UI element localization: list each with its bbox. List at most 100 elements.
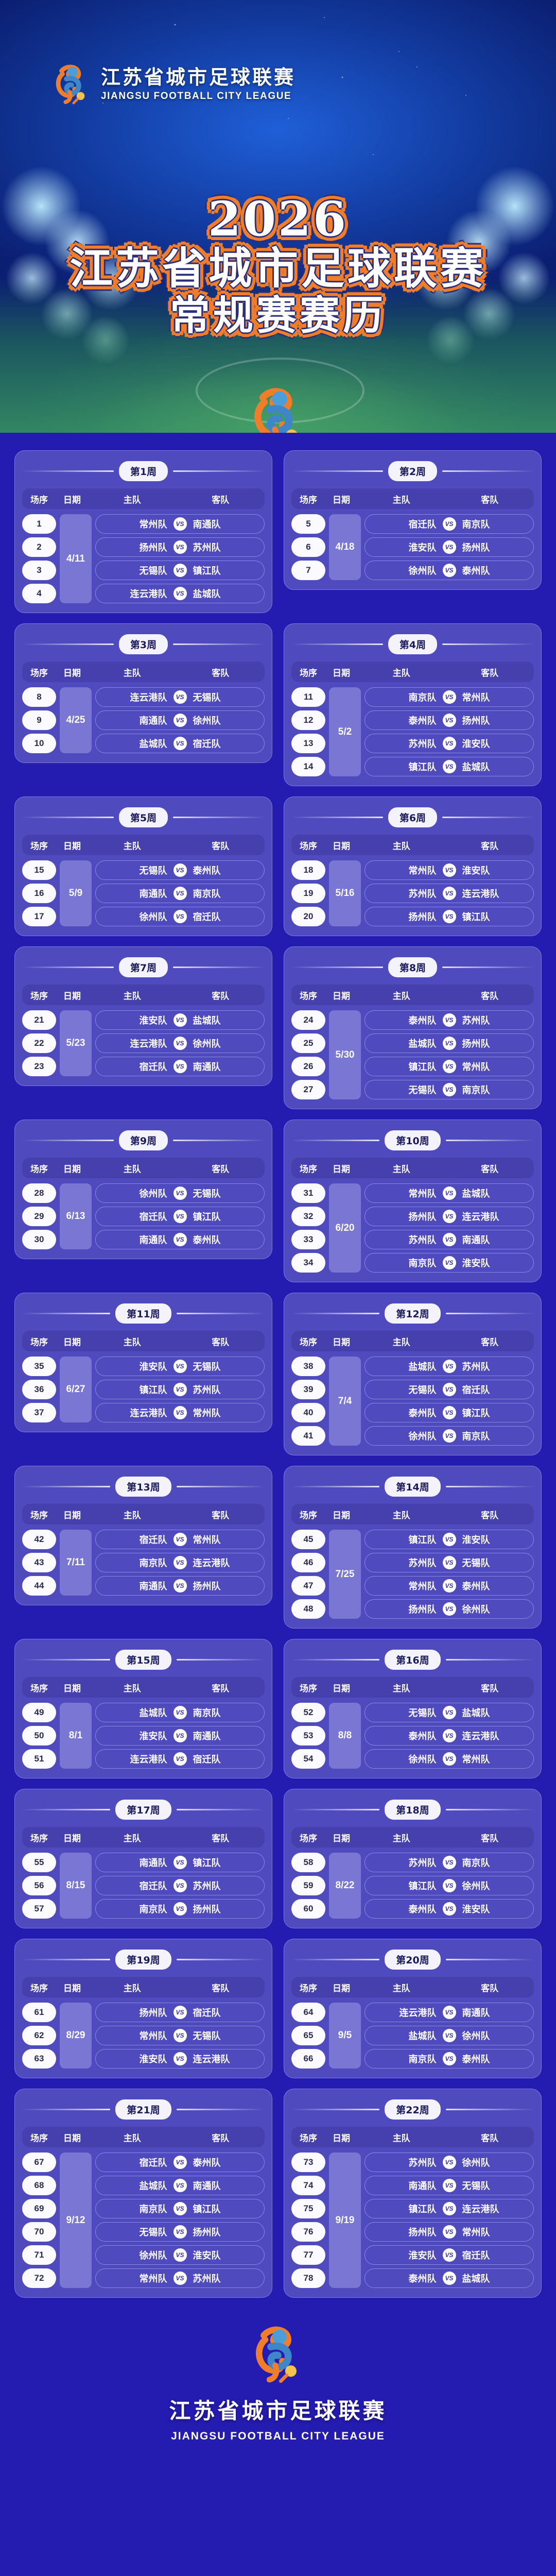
match-row[interactable]: 无锡队 VS 宿迁队 — [364, 1380, 534, 1399]
week-divider-right — [173, 643, 265, 645]
table-body: 15 16 17 5/9 无锡队 VS 泰州队 南通队 VS 南京队 徐州队 VS 宿迁队 — [22, 860, 265, 926]
match-row[interactable]: 苏州队 VS 无锡队 — [364, 1553, 534, 1572]
match-row[interactable]: 镇江队 VS 盐城队 — [364, 757, 534, 776]
match-row[interactable]: 泰州队 VS 扬州队 — [364, 710, 534, 730]
match-row[interactable]: 苏州队 VS 淮安队 — [364, 734, 534, 753]
match-row[interactable]: 淮安队 VS 无锡队 — [95, 1357, 265, 1376]
match-row[interactable]: 南通队 VS 镇江队 — [95, 1853, 265, 1872]
match-row[interactable]: 连云港队 VS 盐城队 — [95, 584, 265, 603]
column-header-teams: 主队 客队 — [357, 1508, 534, 1521]
match-row[interactable]: 南京队 VS 镇江队 — [95, 2199, 265, 2218]
match-row[interactable]: 扬州队 VS 镇江队 — [364, 907, 534, 926]
match-row[interactable]: 淮安队 VS 南通队 — [95, 1726, 265, 1745]
match-row[interactable]: 南京队 VS 泰州队 — [364, 2049, 534, 2069]
home-team-label: 宿迁队 — [408, 519, 437, 530]
match-row[interactable]: 南京队 VS 扬州队 — [95, 1899, 265, 1919]
match-row[interactable]: 南通队 VS 无锡队 — [364, 2176, 534, 2195]
match-row[interactable]: 无锡队 VS 盐城队 — [364, 1703, 534, 1722]
match-row[interactable]: 连云港队 VS 无锡队 — [95, 687, 265, 707]
match-row[interactable]: 镇江队 VS 连云港队 — [364, 2199, 534, 2218]
match-row[interactable]: 南通队 VS 泰州队 — [95, 1230, 265, 1249]
table-body: 45 46 47 48 7/25 镇江队 VS 淮安队 苏州队 VS 无锡队 常州队 VS 泰州队 扬州队 V… — [291, 1530, 534, 1619]
match-row[interactable]: 徐州队 VS 宿迁队 — [95, 907, 265, 926]
match-row[interactable]: 淮安队 VS 宿迁队 — [364, 2245, 534, 2265]
match-row[interactable]: 常州队 VS 无锡队 — [95, 2026, 265, 2045]
match-row[interactable]: 常州队 VS 盐城队 — [364, 1183, 534, 1203]
column-header-date: 日期 — [63, 668, 81, 679]
match-row[interactable]: 镇江队 VS 常州队 — [364, 1057, 534, 1076]
week-divider-right — [445, 1313, 534, 1314]
match-row[interactable]: 泰州队 VS 盐城队 — [364, 2268, 534, 2288]
match-row[interactable]: 盐城队 VS 宿迁队 — [95, 734, 265, 753]
match-row[interactable]: 宿迁队 VS 南通队 — [95, 1057, 265, 1076]
match-row[interactable]: 苏州队 VS 连云港队 — [364, 884, 534, 903]
match-row[interactable]: 徐州队 VS 常州队 — [364, 1749, 534, 1769]
column-header-date: 日期 — [63, 1983, 81, 1994]
match-row[interactable]: 徐州队 VS 淮安队 — [95, 2245, 265, 2265]
match-row[interactable]: 无锡队 VS 镇江队 — [95, 561, 265, 580]
match-row[interactable]: 扬州队 VS 苏州队 — [95, 537, 265, 557]
away-team-label: 南京队 — [193, 889, 221, 900]
match-row[interactable]: 盐城队 VS 徐州队 — [364, 2026, 534, 2045]
match-row[interactable]: 宿迁队 VS 泰州队 — [95, 2153, 265, 2172]
match-row[interactable]: 无锡队 VS 泰州队 — [95, 860, 265, 880]
match-row[interactable]: 扬州队 VS 常州队 — [364, 2222, 534, 2242]
match-row[interactable]: 常州队 VS 苏州队 — [95, 2268, 265, 2288]
column-header-date: 日期 — [333, 1983, 350, 1994]
match-row[interactable]: 扬州队 VS 徐州队 — [364, 1599, 534, 1619]
match-row[interactable]: 淮安队 VS 盐城队 — [95, 1010, 265, 1030]
match-row[interactable]: 苏州队 VS 南京队 — [364, 1853, 534, 1872]
match-row[interactable]: 南通队 VS 徐州队 — [95, 710, 265, 730]
match-row[interactable]: 南京队 VS 常州队 — [364, 687, 534, 707]
column-header-teams: 主队 客队 — [88, 493, 265, 505]
match-row[interactable]: 宿迁队 VS 南京队 — [364, 514, 534, 534]
match-row[interactable]: 泰州队 VS 苏州队 — [364, 1010, 534, 1030]
match-row[interactable]: 常州队 VS 淮安队 — [364, 860, 534, 880]
match-row[interactable]: 淮安队 VS 扬州队 — [364, 537, 534, 557]
column-header-away: 客队 — [212, 2133, 230, 2144]
match-row[interactable]: 镇江队 VS 苏州队 — [95, 1380, 265, 1399]
match-order-badge: 10 — [22, 734, 56, 753]
match-row[interactable]: 宿迁队 VS 常州队 — [95, 1530, 265, 1549]
match-row[interactable]: 泰州队 VS 连云港队 — [364, 1726, 534, 1745]
match-row[interactable]: 连云港队 VS 常州队 — [95, 1403, 265, 1422]
match-row[interactable]: 泰州队 VS 淮安队 — [364, 1899, 534, 1919]
vs-icon: VS — [442, 1752, 456, 1766]
week-divider-right — [176, 1659, 265, 1660]
match-row[interactable]: 徐州队 VS 泰州队 — [364, 561, 534, 580]
vs-icon: VS — [442, 690, 456, 704]
match-row[interactable]: 连云港队 VS 徐州队 — [95, 1033, 265, 1053]
footer-emblem-icon — [255, 2326, 297, 2383]
vs-icon: VS — [442, 1256, 456, 1269]
match-row[interactable]: 徐州队 VS 无锡队 — [95, 1183, 265, 1203]
match-row[interactable]: 连云港队 VS 宿迁队 — [95, 1749, 265, 1769]
match-row[interactable]: 淮安队 VS 连云港队 — [95, 2049, 265, 2069]
match-row[interactable]: 镇江队 VS 徐州队 — [364, 1876, 534, 1895]
match-row[interactable]: 扬州队 VS 连云港队 — [364, 1207, 534, 1226]
match-row[interactable]: 连云港队 VS 南通队 — [364, 2003, 534, 2022]
match-row[interactable]: 常州队 VS 泰州队 — [364, 1576, 534, 1596]
match-row[interactable]: 扬州队 VS 宿迁队 — [95, 2003, 265, 2022]
match-row[interactable]: 徐州队 VS 南京队 — [364, 1426, 534, 1446]
match-row[interactable]: 苏州队 VS 徐州队 — [364, 2153, 534, 2172]
match-row[interactable]: 南京队 VS 连云港队 — [95, 1553, 265, 1572]
match-row[interactable]: 盐城队 VS 南京队 — [95, 1703, 265, 1722]
match-row[interactable]: 无锡队 VS 南京队 — [364, 1080, 534, 1099]
match-row[interactable]: 泰州队 VS 镇江队 — [364, 1403, 534, 1422]
column-header-date: 日期 — [333, 1337, 350, 1348]
match-row[interactable]: 盐城队 VS 南通队 — [95, 2176, 265, 2195]
match-row[interactable]: 无锡队 VS 扬州队 — [95, 2222, 265, 2242]
match-row[interactable]: 南京队 VS 淮安队 — [364, 1253, 534, 1273]
match-row[interactable]: 镇江队 VS 淮安队 — [364, 1530, 534, 1549]
match-column: 南京队 VS 常州队 泰州队 VS 扬州队 苏州队 VS 淮安队 镇江队 VS 盐城队 — [364, 687, 534, 776]
match-row[interactable]: 苏州队 VS 南通队 — [364, 1230, 534, 1249]
match-row[interactable]: 常州队 VS 南通队 — [95, 514, 265, 534]
match-row[interactable]: 南通队 VS 扬州队 — [95, 1576, 265, 1596]
match-date: 4/18 — [329, 514, 361, 580]
match-row[interactable]: 盐城队 VS 苏州队 — [364, 1357, 534, 1376]
match-column: 泰州队 VS 苏州队 盐城队 VS 扬州队 镇江队 VS 常州队 无锡队 VS 南京队 — [364, 1010, 534, 1099]
match-row[interactable]: 宿迁队 VS 苏州队 — [95, 1876, 265, 1895]
match-row[interactable]: 宿迁队 VS 镇江队 — [95, 1207, 265, 1226]
match-row[interactable]: 南通队 VS 南京队 — [95, 884, 265, 903]
match-row[interactable]: 盐城队 VS 扬州队 — [364, 1033, 534, 1053]
